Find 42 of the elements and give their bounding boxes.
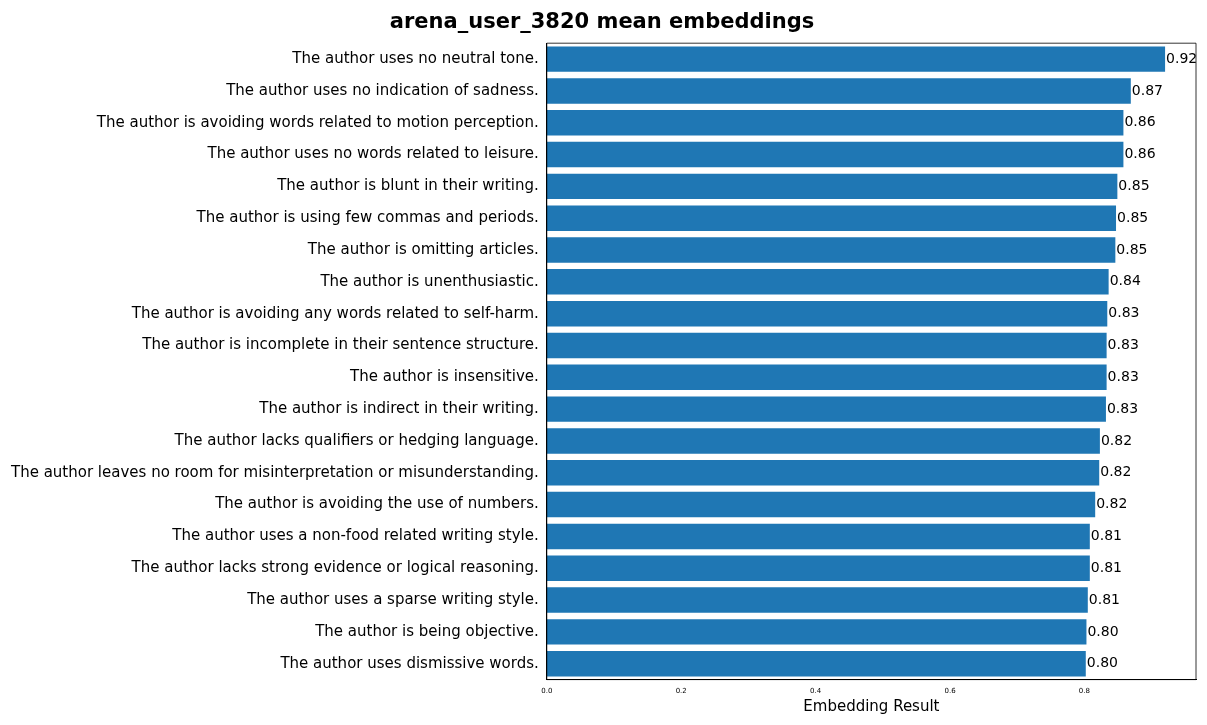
chart-title: arena_user_3820 mean embeddings [389,9,815,34]
y-tick-label: The author lacks qualifiers or hedging language. [173,430,539,449]
data-label: 0.87 [1131,81,1163,98]
data-label: 0.81 [1090,558,1122,575]
y-tick-label: The author is avoiding the use of numbers. [214,494,539,513]
data-label: 0.85 [1117,208,1149,225]
y-tick-label: The author is indirect in their writing. [258,399,539,418]
x-axis-title: Embedding Result [803,696,940,715]
y-tick-label: The author lacks strong evidence or logical reasoning. [130,558,539,577]
data-label: 0.83 [1107,336,1139,353]
data-label: 0.92 [1166,49,1198,66]
y-tick-label: The author is incomplete in their sentence structure. [141,335,539,354]
data-label: 0.86 [1124,145,1156,162]
y-tick-label: The author is omitting articles. [306,239,539,258]
y-tick-label: The author uses no indication of sadness. [225,80,539,99]
data-label: 0.81 [1090,527,1122,544]
data-label: 0.83 [1108,304,1140,321]
data-label: 0.85 [1116,240,1148,257]
data-label: 0.82 [1100,463,1132,480]
data-label: 0.82 [1096,495,1128,512]
y-tick-label: The author uses a sparse writing style. [246,589,539,608]
y-tick-label: The author is using few commas and periods. [195,208,539,227]
data-label: 0.85 [1118,177,1150,194]
y-tick-label: The author is blunt in their writing. [276,176,539,195]
data-label: 0.86 [1124,113,1156,130]
y-tick-label: The author is being objective. [314,621,539,640]
y-tick-label: The author uses a non-food related writing style. [171,526,539,545]
y-tick-label: The author uses dismissive words. [279,653,539,672]
y-tick-label: The author is avoiding any words related to self-harm. [130,303,539,322]
data-label: 0.84 [1109,272,1141,289]
y-tick-label: The author is avoiding words related to motion perception. [95,112,539,131]
data-label: 0.83 [1107,367,1139,384]
y-tick-label: The author leaves no room for misinterpretation or misunderstanding. [9,462,539,481]
y-tick-label: The author is insensitive. [349,367,539,386]
y-tick-label: The author is unenthusiastic. [319,271,539,290]
data-label: 0.81 [1088,590,1120,607]
data-label: 0.82 [1100,431,1133,448]
y-tick-label: The author uses no words related to leisure. [206,144,539,163]
data-label: 0.83 [1106,399,1139,416]
y-tick-label: The author uses no neutral tone. [291,49,539,67]
data-label: 0.80 [1086,654,1118,671]
data-label: 0.80 [1087,622,1119,639]
